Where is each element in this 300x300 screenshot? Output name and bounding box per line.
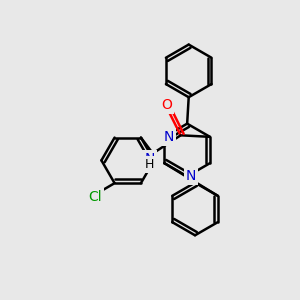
Text: H: H — [145, 158, 154, 171]
Text: N: N — [145, 152, 155, 166]
Text: Cl: Cl — [88, 190, 102, 204]
Text: O: O — [161, 98, 172, 112]
Text: N: N — [186, 169, 196, 183]
Text: N: N — [163, 130, 174, 144]
